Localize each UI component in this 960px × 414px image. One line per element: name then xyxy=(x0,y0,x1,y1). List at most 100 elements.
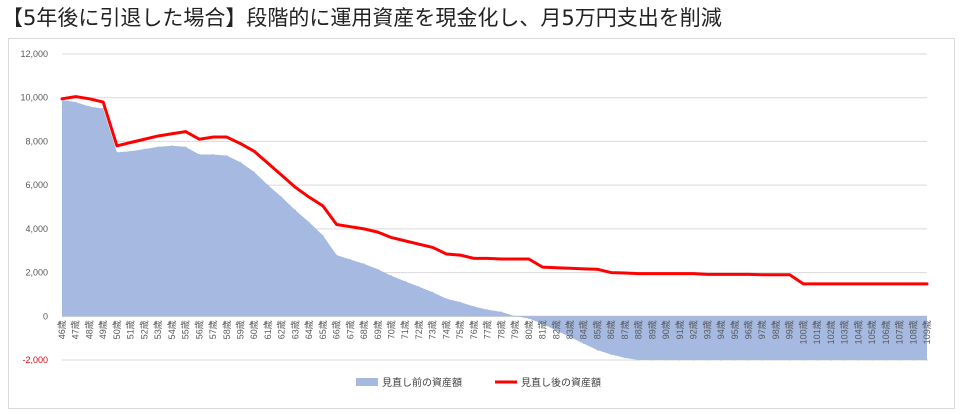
x-tick-label: 50歳 xyxy=(111,320,122,339)
point-before xyxy=(336,254,338,256)
point-before xyxy=(596,349,599,351)
legend-swatch-before xyxy=(356,378,378,386)
point-before xyxy=(802,359,805,361)
point-before xyxy=(857,359,859,361)
point-after xyxy=(802,282,805,286)
x-tick-label: 74歳 xyxy=(440,320,451,339)
point-before xyxy=(926,359,928,361)
x-tick-label: 84歳 xyxy=(578,320,589,339)
x-tick-label: 90歳 xyxy=(660,320,671,339)
y-tick-label: 4,000 xyxy=(25,224,48,234)
x-tick-label: 104歳 xyxy=(852,320,863,344)
point-after xyxy=(362,227,366,231)
point-before xyxy=(816,359,818,361)
point-after xyxy=(349,225,352,228)
point-before xyxy=(377,268,379,270)
point-before xyxy=(912,359,914,361)
x-tick-label: 102歳 xyxy=(825,320,836,344)
point-before xyxy=(459,301,461,303)
point-after xyxy=(623,271,627,275)
point-before xyxy=(281,196,283,198)
y-tick-label: 10,000 xyxy=(20,93,48,103)
x-tick-label: 52歳 xyxy=(138,320,149,339)
x-tick-label: 71歳 xyxy=(399,320,410,339)
point-after xyxy=(198,138,201,141)
point-before xyxy=(638,359,640,361)
point-before xyxy=(390,275,393,277)
point-after xyxy=(500,257,503,261)
point-before xyxy=(651,359,653,361)
point-after xyxy=(74,95,77,98)
point-before xyxy=(487,309,489,311)
point-before xyxy=(157,146,159,148)
x-tick-label: 100歳 xyxy=(797,320,808,344)
point-after xyxy=(294,186,297,189)
y-tick-label: -2,000 xyxy=(22,355,48,365)
x-tick-label: 94歳 xyxy=(715,320,726,339)
legend: 見直し前の資産額 見直し後の資産額 xyxy=(356,376,601,389)
x-tick-label: 77歳 xyxy=(482,320,493,339)
x-tick-label: 51歳 xyxy=(125,320,136,339)
y-tick-label: 2,000 xyxy=(25,268,48,278)
point-after xyxy=(239,142,242,145)
point-before xyxy=(404,280,406,282)
x-tick-label: 85歳 xyxy=(591,320,602,339)
point-after xyxy=(88,97,91,101)
x-tick-label: 87歳 xyxy=(619,320,630,339)
point-after xyxy=(170,132,174,135)
x-tick-label: 69歳 xyxy=(372,320,383,339)
plot-area xyxy=(60,95,929,361)
point-after xyxy=(678,272,682,275)
x-tick-label: 70歳 xyxy=(386,320,397,339)
point-before xyxy=(473,305,475,308)
point-before xyxy=(239,161,242,163)
x-tick-label: 106歳 xyxy=(880,320,891,344)
point-after xyxy=(211,135,215,139)
point-before xyxy=(432,291,434,293)
point-before xyxy=(143,148,145,150)
point-after xyxy=(747,273,750,276)
x-tick-label: 101歳 xyxy=(811,320,822,344)
point-before xyxy=(761,359,763,361)
point-after xyxy=(115,144,119,147)
point-after xyxy=(486,257,489,260)
x-tick-label: 60歳 xyxy=(248,320,259,339)
point-after xyxy=(101,100,105,104)
point-before xyxy=(885,359,887,361)
point-after xyxy=(445,252,448,256)
x-tick-label: 99歳 xyxy=(784,320,795,339)
x-axis: 46歳 47歳 48歳 49歳 50歳 51歳 52歳 53歳 54歳 55歳 56歳 57歳 58歳 5… xyxy=(56,320,932,344)
point-after xyxy=(321,204,325,208)
point-before xyxy=(871,359,873,361)
point-after xyxy=(555,266,558,269)
point-before xyxy=(610,353,612,356)
x-tick-label: 96歳 xyxy=(743,320,754,339)
x-tick-label: 63歳 xyxy=(289,320,300,339)
point-after xyxy=(870,282,874,286)
point-after xyxy=(253,150,256,153)
point-after xyxy=(184,130,187,133)
point-before xyxy=(500,311,502,313)
point-after xyxy=(664,272,668,275)
y-axis: 12,000 10,000 8,000 6,000 4,000 2,000 0 -2,000 xyxy=(20,49,48,365)
x-tick-label: 48歳 xyxy=(83,320,94,339)
point-before xyxy=(349,258,351,261)
point-after xyxy=(513,257,517,261)
point-before xyxy=(720,359,722,361)
point-after xyxy=(129,141,132,144)
point-after xyxy=(431,246,434,249)
point-before xyxy=(198,153,200,156)
point-before xyxy=(844,359,846,361)
x-tick-label: 62歳 xyxy=(276,320,287,339)
x-tick-label: 82歳 xyxy=(550,320,561,339)
y-tick-label: 12,000 xyxy=(20,49,48,59)
point-before xyxy=(116,151,118,153)
x-tick-label: 73歳 xyxy=(427,320,438,339)
x-tick-label: 88歳 xyxy=(633,320,644,339)
asset-chart: 12,00010,0008,0006,0004,0002,0000-2,000 … xyxy=(20,49,932,389)
y-tick-label: 6,000 xyxy=(25,180,48,190)
x-tick-label: 49歳 xyxy=(97,320,108,339)
x-tick-label: 105歳 xyxy=(866,320,877,344)
x-tick-label: 66歳 xyxy=(331,320,342,339)
point-before xyxy=(583,343,585,345)
